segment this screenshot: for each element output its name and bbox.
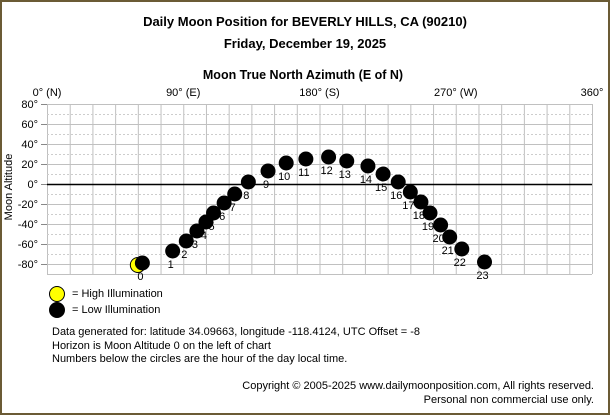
y-axis-tick-label: -20° — [18, 199, 38, 211]
y-axis-tick-label: 60° — [21, 119, 38, 131]
y-axis-tick-label: -60° — [18, 239, 38, 251]
moon-point-hour-20 — [433, 217, 449, 233]
legend-item-low-illumination: = Low Illumination — [49, 302, 163, 318]
moon-point-hour-15 — [375, 166, 391, 182]
hour-label-14: 14 — [360, 174, 372, 186]
moon-point-hour-0 — [134, 255, 150, 271]
y-axis-labels: 80° 60° 40° 20° 0° -20° -40° -60° -80° — [18, 99, 47, 271]
y-axis-tick-label: -80° — [18, 259, 38, 271]
moon-point-hour-23 — [477, 254, 493, 270]
moon-point-hour-12 — [321, 149, 337, 165]
x-axis-tick-label: 360° — [581, 87, 604, 99]
hour-label-5: 5 — [208, 221, 214, 233]
hour-label-15: 15 — [375, 182, 387, 194]
hour-label-20: 20 — [432, 233, 444, 245]
chart-axis-title: Moon True North Azimuth (E of N) — [202, 68, 404, 82]
chart-legend: = High Illumination = Low Illumination — [49, 286, 163, 318]
x-axis-tick-label: 90° (E) — [166, 87, 200, 99]
moon-point-hour-18 — [413, 194, 429, 210]
legend-label-low: = Low Illumination — [72, 304, 161, 316]
moon-point-hour-10 — [278, 155, 294, 171]
moon-point-hour-16 — [390, 174, 406, 190]
note-line-horizon: Horizon is Moon Altitude 0 on the left o… — [52, 339, 271, 352]
legend-label-high: = High Illumination — [72, 288, 163, 300]
page-date: Friday, December 19, 2025 — [223, 36, 387, 51]
hour-label-1: 1 — [168, 259, 174, 271]
hour-label-8: 8 — [243, 190, 249, 202]
page-title: Daily Moon Position for BEVERLY HILLS, C… — [143, 14, 467, 29]
hour-label-2: 2 — [181, 249, 187, 261]
hour-label-18: 18 — [413, 210, 425, 222]
hour-label-22: 22 — [454, 257, 466, 269]
moon-point-hour-8 — [240, 174, 256, 190]
copyright-line-2: Personal non commercial use only. — [423, 393, 594, 406]
copyright-line-1: Copyright © 2005-2025 www.dailymoonposit… — [242, 380, 594, 392]
note-line-data-generated: Data generated for: latitude 34.09663, l… — [52, 326, 421, 338]
low-illumination-circle-icon — [49, 302, 65, 318]
hour-label-4: 4 — [201, 230, 207, 242]
x-axis-tick-label: 0° (N) — [33, 87, 62, 99]
y-axis-tick-label: 80° — [21, 99, 38, 111]
moon-point-hour-13 — [339, 153, 355, 169]
hour-label-0: 0 — [137, 271, 143, 283]
moon-point-hour-14 — [360, 158, 376, 174]
hour-label-7: 7 — [230, 202, 236, 214]
moon-point-hour-7 — [227, 186, 243, 202]
vertical-gridlines — [47, 104, 593, 274]
note-line-hours: Numbers below the circles are the hour o… — [52, 353, 348, 365]
hour-label-12: 12 — [320, 165, 332, 177]
x-axis-tick-label: 270° (W) — [434, 87, 478, 99]
hour-label-13: 13 — [339, 169, 351, 181]
moon-point-hour-19 — [422, 205, 438, 221]
hour-label-10: 10 — [278, 171, 290, 183]
hour-label-9: 9 — [263, 179, 269, 191]
moon-point-hour-21 — [442, 229, 458, 245]
moon-point-hour-9 — [260, 163, 276, 179]
moon-point-hour-22 — [454, 241, 470, 257]
moon-point-hour-5 — [206, 205, 222, 221]
hour-label-19: 19 — [422, 221, 434, 233]
y-axis-tick-label: 40° — [21, 139, 38, 151]
moon-point-hour-2 — [178, 233, 194, 249]
hour-label-11: 11 — [298, 167, 309, 179]
y-axis-tick-label: 20° — [21, 159, 38, 171]
chart-notes: Data generated for: latitude 34.09663, l… — [52, 326, 420, 367]
moon-point-hour-6 — [216, 195, 232, 211]
horizontal-gridlines — [47, 104, 592, 275]
hour-label-23: 23 — [476, 270, 488, 282]
hour-label-3: 3 — [192, 239, 198, 251]
moon-point-hour-17 — [402, 184, 418, 200]
hour-label-17: 17 — [402, 200, 414, 212]
dashed-gridlines — [47, 114, 592, 255]
legend-item-high-illumination: = High Illumination — [49, 286, 163, 302]
moon-point-hour-11 — [298, 151, 314, 167]
x-axis-labels: 0° (N) 90° (E) 180° (S) 270° (W) 360° — [33, 87, 604, 99]
high-illumination-circle-icon — [49, 286, 65, 302]
x-axis-tick-label: 180° (S) — [299, 87, 339, 99]
hour-label-6: 6 — [219, 211, 225, 223]
hour-label-16: 16 — [390, 190, 402, 202]
y-axis-title: Moon Altitude — [3, 154, 15, 221]
y-axis-tick-label: 0° — [27, 179, 38, 191]
moon-point-hour-1 — [165, 243, 181, 259]
hour-label-21: 21 — [442, 245, 454, 257]
copyright-notice: Copyright © 2005-2025 www.dailymoonposit… — [242, 380, 594, 407]
y-axis-tick-label: -40° — [18, 219, 38, 231]
